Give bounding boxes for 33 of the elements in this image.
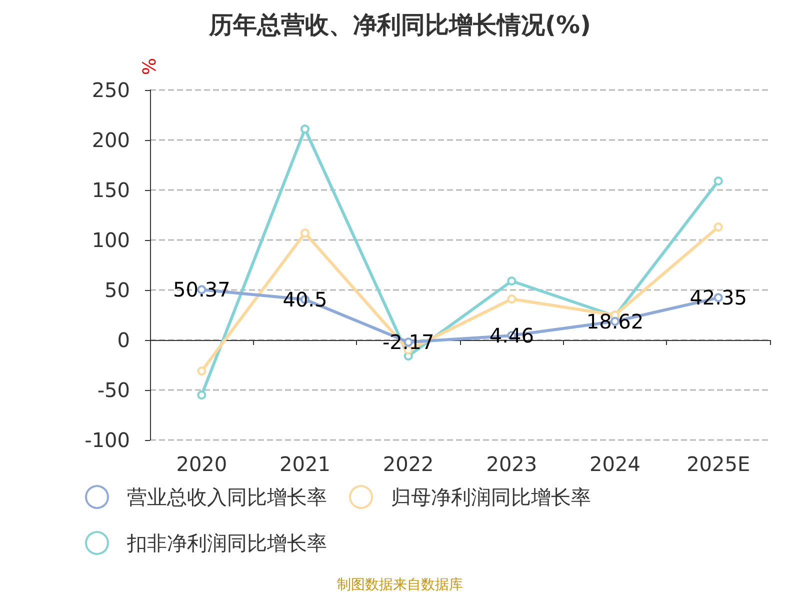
point xyxy=(714,176,723,186)
data-label: 18.62 xyxy=(586,309,644,334)
y-tick-label: 100 xyxy=(92,228,130,252)
data-label: 50.37 xyxy=(173,278,230,302)
point xyxy=(300,228,310,238)
data-label: 42.35 xyxy=(690,286,747,310)
y-tick-label: -50 xyxy=(97,378,130,402)
legend-label: 扣非净利润同比增长率 xyxy=(126,531,327,555)
legend-label: 营业总收入同比增长率 xyxy=(127,485,327,509)
legend-label: 归母净利润同比增长率 xyxy=(391,485,591,509)
y-tick-label: 50 xyxy=(104,278,130,302)
x-tick-label: 2021 xyxy=(280,452,330,476)
y-tick-label: -100 xyxy=(84,428,130,452)
y-axis-title: % xyxy=(140,58,160,75)
y-tick-label: 250 xyxy=(92,78,130,102)
y-tick-label: 0 xyxy=(117,328,130,352)
x-tick-label: 2022 xyxy=(382,452,434,476)
point xyxy=(714,222,723,232)
y-tick-label: 200 xyxy=(92,128,130,152)
x-tick-label: 2024 xyxy=(590,452,640,476)
point xyxy=(507,294,516,304)
data-label: -2.17 xyxy=(382,330,434,354)
point xyxy=(197,390,206,400)
y-tick-label: 150 xyxy=(92,178,130,202)
point xyxy=(197,366,206,376)
text: 制图数据来自数据库 xyxy=(337,577,463,593)
chart-title: 历年总营收、净利同比增长情况(%) xyxy=(208,11,591,39)
x-tick-label: 2020 xyxy=(176,452,228,476)
x-tick-label: 2025E xyxy=(686,452,750,476)
data-label: 40.5 xyxy=(282,288,328,312)
point xyxy=(507,276,516,286)
point xyxy=(300,124,310,134)
x-tick-label: 2023 xyxy=(486,452,538,476)
